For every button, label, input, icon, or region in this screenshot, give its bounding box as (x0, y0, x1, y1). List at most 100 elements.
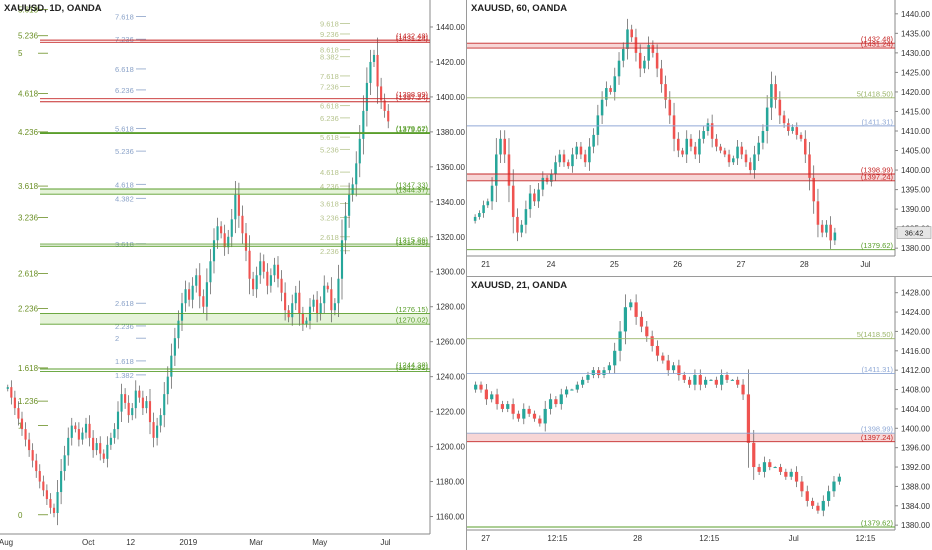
candle-body (791, 127, 794, 131)
candle-body (655, 345, 660, 356)
fib-label: 7.236 (320, 82, 339, 91)
candle-body (141, 397, 144, 409)
y-tick-label: 1416.00 (901, 347, 930, 356)
y-tick-label: 1200.00 (436, 443, 465, 452)
candle-body (45, 490, 48, 500)
level-label: (1347.33) (396, 180, 429, 189)
candle-body (812, 177, 815, 202)
fib-label: 4.236 (320, 182, 339, 191)
y-tick-label: 1220.00 (436, 408, 465, 417)
candle-body (10, 387, 13, 398)
candle-body (266, 271, 269, 286)
fib-label: 2.236 (115, 322, 134, 331)
fib-label: 5.618 (320, 133, 339, 142)
candle-body (773, 467, 777, 469)
candle-body (259, 261, 262, 276)
candle-body (748, 162, 752, 171)
candle-body (262, 261, 265, 272)
candle-body (704, 379, 708, 385)
candle-body (566, 162, 570, 167)
candle-body (503, 138, 507, 155)
y-tick-label: 1395.00 (901, 186, 930, 195)
candle-body (710, 123, 714, 139)
chart-panel-hourly[interactable]: XAUUSD, 60, OANDA 1380.001385.001390.001… (467, 0, 932, 276)
candle-body (575, 146, 578, 155)
fib-label: 3.236 (320, 214, 339, 223)
candle-body (554, 399, 558, 405)
candle-body (237, 194, 240, 216)
candle-body (507, 154, 511, 186)
level-label: 5(1418.50) (857, 330, 894, 339)
x-tick-label: Oct (82, 538, 95, 547)
candle-body (473, 216, 477, 221)
candle-body (643, 60, 646, 69)
candle-body (744, 154, 748, 163)
candle-body (234, 194, 237, 220)
candle-body (548, 399, 553, 409)
candle-body (554, 162, 557, 174)
fib-label: 5.618 (115, 124, 134, 133)
panel-divider-vertical[interactable] (466, 0, 467, 550)
candle-body (355, 163, 358, 185)
y-tick-label: 1435.00 (901, 29, 930, 38)
candle-body (348, 194, 351, 216)
fib-label: 1.236 (18, 397, 39, 406)
candle-body (63, 455, 66, 472)
candle-body (372, 54, 376, 62)
candle-body (340, 240, 344, 279)
candle-body (753, 154, 756, 171)
y-tick-label: 1320.00 (436, 233, 465, 242)
candle-body (31, 450, 34, 461)
x-tick-label: Jul (860, 260, 870, 269)
candle-body (808, 154, 811, 178)
hourly-chart-svg[interactable]: 1380.001385.001390.001395.001400.001405.… (467, 0, 932, 276)
y-tick-label: 1300.00 (436, 268, 465, 277)
candle-body (102, 453, 105, 459)
x-tick-label: 12 (126, 538, 135, 547)
candle-body (362, 110, 365, 139)
candle-body (825, 224, 828, 233)
chart-panel-daily[interactable]: XAUUSD, 1D, OANDA 5.618 5.236 5 4.618 4.236 3… (0, 0, 466, 550)
candle-body (81, 432, 84, 440)
candle-body (511, 404, 515, 414)
candle-body (698, 138, 701, 155)
fib-label: 5.618 (18, 5, 39, 14)
y-tick-label: 1384.00 (901, 502, 930, 511)
fib-label: 4.618 (18, 89, 39, 98)
candle-body (655, 52, 659, 69)
candle-body (351, 184, 354, 195)
candle-body (709, 379, 713, 381)
chart-panel-21min[interactable]: XAUUSD, 21, OANDA 1380.00 1384.00 1388.00 1… (467, 277, 932, 550)
level-label: (1432.48) (861, 35, 894, 44)
candle-body (693, 146, 697, 155)
fib-label: 8.382 (320, 53, 339, 62)
candle-body (227, 236, 230, 248)
daily-chart-svg[interactable]: 5.618 5.236 5 4.618 4.236 3.618 3.236 2.618 2.23… (0, 0, 466, 550)
resistance-zone (467, 433, 895, 442)
candle-body (99, 443, 102, 454)
candle-body (173, 338, 176, 356)
candle-body (284, 292, 287, 311)
candle-body (613, 350, 617, 366)
candle-body (816, 201, 820, 225)
candle-body (495, 394, 499, 405)
y-tick-label: 1380.00 (901, 521, 930, 530)
candle-body (571, 154, 574, 167)
x-tick-label: 12:15 (547, 534, 568, 543)
candle-body (558, 154, 562, 163)
21min-chart-svg[interactable]: 1380.00 1384.00 1388.00 1392.00 1396.00 1400.… (467, 277, 932, 550)
candle-body (600, 99, 604, 116)
candle-body (770, 84, 773, 108)
panel-divider-horizontal[interactable] (467, 276, 932, 277)
candle-body (762, 462, 767, 472)
candle-body (56, 492, 59, 514)
candle-body (596, 115, 600, 135)
y-tick-label: 1420.00 (436, 58, 465, 67)
candle-body (639, 316, 644, 327)
candle-body (820, 224, 824, 233)
fib-label: 3.236 (18, 214, 39, 223)
x-tick-label: 28 (633, 534, 642, 543)
fib-label: 2.618 (18, 269, 39, 278)
y-tick-label: 1430.00 (901, 49, 930, 58)
candle-body (24, 429, 27, 440)
